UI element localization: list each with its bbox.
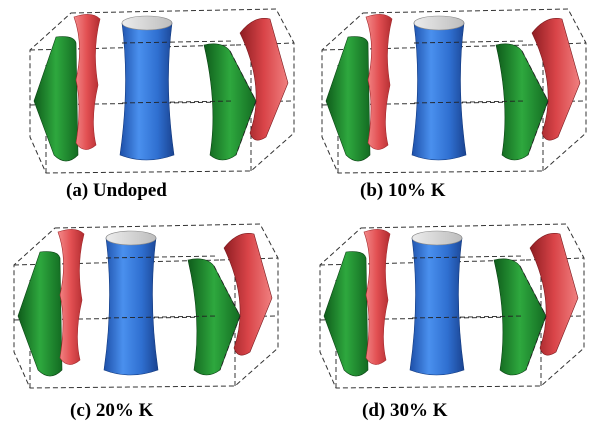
panel-c <box>10 220 280 390</box>
caption-a: (a) Undoped <box>66 180 167 201</box>
panel-a <box>26 5 296 175</box>
caption-c: (c) 20% K <box>70 400 154 421</box>
fermi-surface-d <box>319 223 585 389</box>
panel-b <box>318 5 588 175</box>
panel-d <box>316 220 586 390</box>
fermi-surface-b <box>321 8 587 174</box>
caption-d: (d) 30% K <box>362 400 448 421</box>
fermi-surface-c <box>13 223 279 389</box>
caption-b: (b) 10% K <box>360 180 446 201</box>
fermi-surface-a <box>29 8 295 174</box>
